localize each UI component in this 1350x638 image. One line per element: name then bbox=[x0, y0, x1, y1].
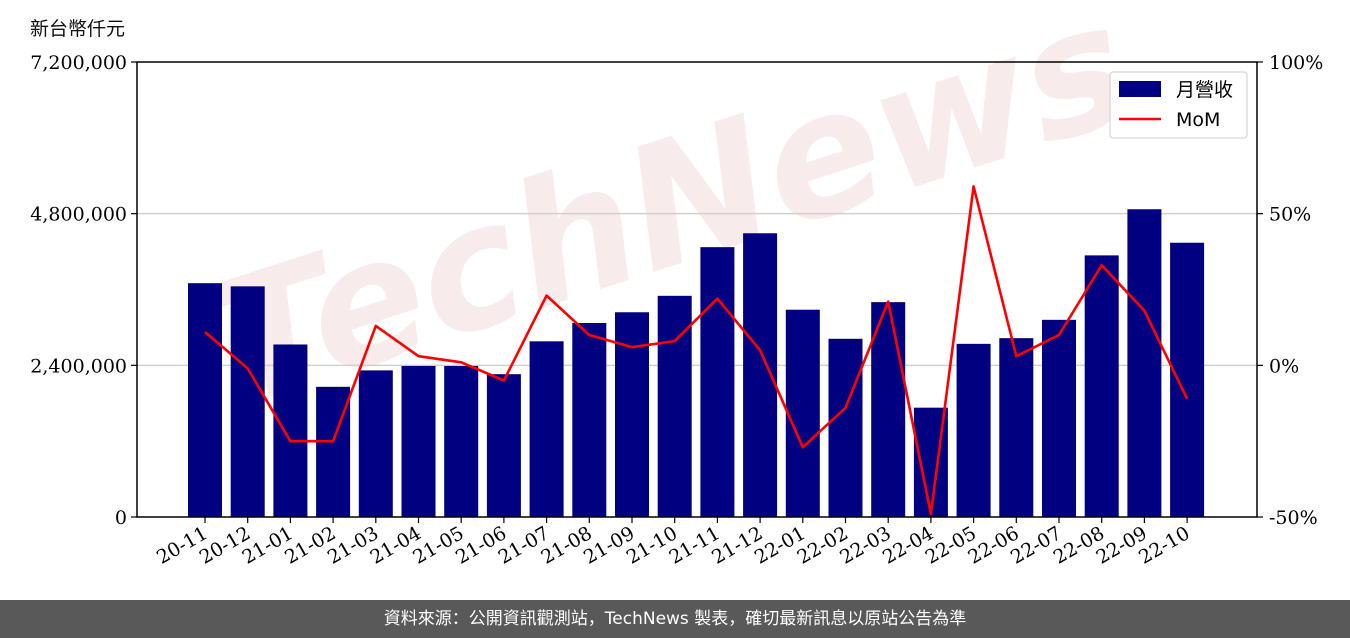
bar bbox=[785, 309, 820, 517]
y-tick-label: 0 bbox=[115, 507, 127, 529]
y2-tick-label: 100% bbox=[1269, 52, 1323, 74]
plot-frame bbox=[136, 61, 1258, 518]
legend: 月營收 MoM bbox=[1109, 71, 1248, 139]
bar bbox=[871, 302, 906, 517]
bar bbox=[700, 247, 735, 517]
bar bbox=[444, 365, 479, 517]
bar bbox=[1084, 255, 1119, 517]
y-tick-label: 4,800,000 bbox=[30, 204, 127, 226]
bar bbox=[401, 365, 436, 517]
y2-tick-label: 0% bbox=[1269, 355, 1299, 377]
bar bbox=[1042, 319, 1076, 517]
bar bbox=[486, 374, 521, 517]
legend-label-mom: MoM bbox=[1176, 109, 1220, 131]
bar bbox=[358, 370, 393, 517]
y2-tick-label: -50% bbox=[1269, 507, 1318, 529]
bar bbox=[273, 344, 308, 517]
legend-bar-swatch bbox=[1119, 81, 1161, 97]
y2-tick-label: 50% bbox=[1269, 204, 1311, 226]
bar bbox=[956, 343, 991, 517]
bar bbox=[1170, 242, 1205, 517]
bar bbox=[999, 338, 1034, 517]
bar bbox=[657, 295, 692, 517]
bar bbox=[828, 338, 863, 517]
y-tick-label: 2,400,000 bbox=[30, 355, 127, 377]
y-axis-unit-label: 新台幣仟元 bbox=[30, 18, 126, 40]
bar bbox=[188, 283, 222, 517]
bar bbox=[529, 341, 564, 517]
y-tick-label: 7,200,000 bbox=[30, 52, 127, 74]
bar bbox=[1127, 209, 1162, 518]
bar bbox=[230, 286, 265, 517]
revenue-chart: TechNews02,400,0004,800,0007,200,000-50%… bbox=[30, 0, 1323, 569]
source-footer: 資料來源：公開資訊觀測站，TechNews 製表，確切最新訊息以原站公告為準 bbox=[0, 600, 1350, 638]
mom-line bbox=[204, 185, 1189, 516]
legend-label-revenue: 月營收 bbox=[1176, 79, 1233, 101]
bar bbox=[572, 322, 607, 517]
